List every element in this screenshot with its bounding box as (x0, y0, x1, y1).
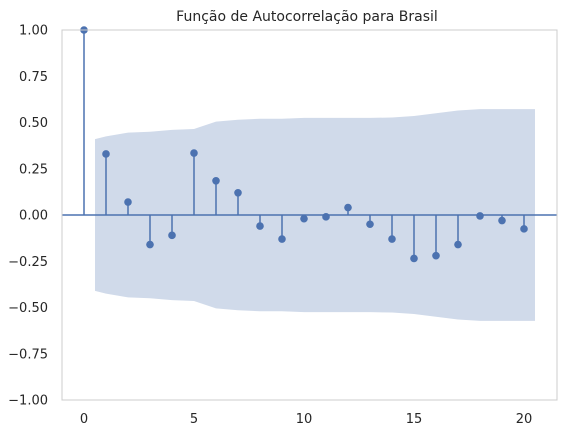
x-tick-label: 0 (80, 412, 88, 427)
y-tick-label: 1.00 (19, 24, 48, 39)
y-tick-label: 0.25 (19, 162, 48, 177)
x-tick-labels: 0 5 10 15 20 (80, 412, 532, 427)
marker-lag-6 (212, 176, 220, 185)
chart-title: Função de Autocorrelação para Brasil (176, 9, 438, 25)
y-tick-label: −0.50 (8, 301, 48, 316)
marker-lag-13 (366, 220, 374, 229)
y-tick-label: −1.00 (8, 394, 48, 409)
marker-lag-20 (520, 225, 528, 233)
marker-lag-14 (388, 235, 396, 243)
marker-lag-18 (476, 212, 484, 220)
marker-lag-11 (322, 213, 330, 221)
marker-lag-7 (234, 189, 242, 197)
y-tick-label: 0.75 (19, 70, 48, 85)
marker-lag-2 (124, 198, 132, 206)
marker-lag-9 (278, 235, 286, 243)
x-tick-label: 5 (190, 412, 198, 427)
y-tick-label: 0.00 (19, 209, 48, 224)
y-tick-labels: −1.00 −0.75 −0.50 −0.25 0.00 0.25 0.50 0.75 1.00 (8, 24, 48, 409)
x-tick-label: 20 (516, 412, 533, 427)
marker-lag-19 (498, 216, 506, 225)
marker-lag-8 (256, 222, 264, 230)
marker-lag-3 (146, 240, 154, 249)
marker-layer (80, 26, 528, 263)
marker-lag-1 (102, 150, 110, 158)
x-tick-label: 10 (296, 412, 313, 427)
y-tick-label: −0.25 (8, 255, 48, 270)
marker-lag-10 (300, 214, 308, 223)
marker-lag-16 (432, 251, 440, 260)
x-tick-label: 15 (406, 412, 423, 427)
marker-lag-15 (410, 254, 418, 263)
marker-lag-12 (344, 203, 352, 212)
y-tick-label: −0.75 (8, 347, 48, 362)
marker-lag-5 (190, 149, 198, 157)
marker-lag-17 (454, 240, 462, 249)
plot-frame (61, 29, 558, 401)
marker-lag-4 (168, 231, 176, 240)
stem-layer (83, 30, 525, 259)
y-tick-label: 0.50 (19, 116, 48, 131)
